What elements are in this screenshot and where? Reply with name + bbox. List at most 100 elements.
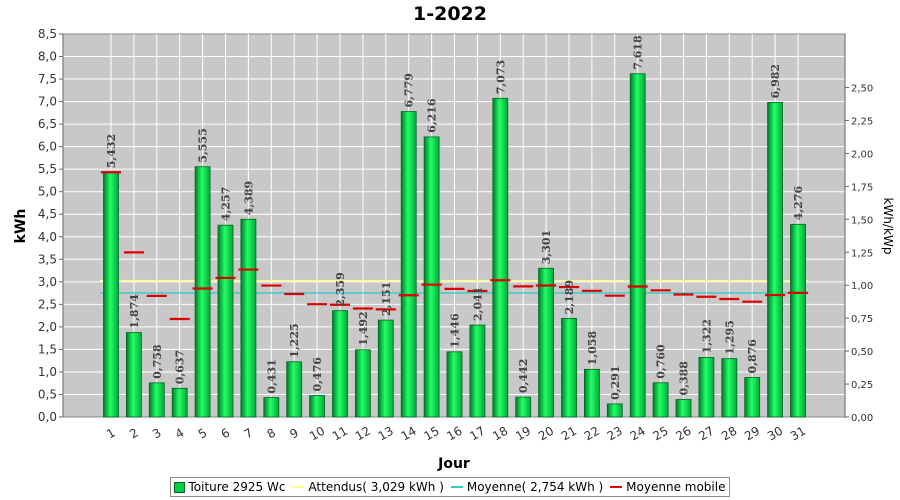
y-axis-left: 0,0 0,5 1,0 1,5 2,0 2,5 3,0 3,5 4,0 4,5 5,0 5,5 6,0 6…	[38, 27, 64, 424]
bar	[148, 382, 165, 418]
bar-value-label: 2,151	[380, 282, 393, 316]
bar-value-label: 0,431	[265, 359, 278, 393]
x-tick-label: 18	[490, 424, 510, 444]
y2-axis-label: kWh/kWp	[881, 198, 895, 255]
legend-label-expected: Attendus( 3,029 kWh )	[308, 480, 444, 494]
bar	[584, 368, 600, 418]
bar	[790, 223, 806, 418]
bar-value-label: 7,618	[632, 35, 645, 70]
bar-value-label: 0,876	[746, 339, 759, 374]
bar-value-label: 1,446	[449, 313, 462, 348]
y-axis-right: 0,00 0,25 0,50 0,75 1,00 1,25 1,50 1,75 2,00 2,25…	[844, 34, 873, 424]
bar	[561, 317, 577, 418]
x-tick-label: 16	[444, 424, 464, 444]
bar	[240, 218, 257, 418]
x-tick-label: 23	[605, 424, 625, 444]
x-tick-label: 29	[742, 424, 762, 444]
bar	[629, 73, 646, 418]
bar-value-label: 6,982	[769, 64, 782, 98]
bar-value-label: 1,058	[586, 331, 599, 366]
x-tick-label: 27	[696, 424, 716, 444]
x-tick-label: 8	[264, 426, 278, 442]
bar-value-labels: 5,432 1,874 0,758 0,637 5,555 4,257 4,389 0,431…	[105, 35, 805, 400]
legend-label-production: Toiture 2925 Wc	[188, 480, 286, 494]
legend-swatch-expected	[292, 486, 305, 488]
x-tick-label: 11	[330, 424, 350, 444]
legend-swatch-moving-average	[610, 486, 623, 488]
x-tick-label: 14	[399, 424, 419, 444]
y2-tick-label: 0,50	[851, 347, 873, 358]
bar-value-label: 2,359	[334, 272, 347, 306]
x-tick-label: 12	[353, 424, 373, 444]
x-tick-label: 6	[219, 426, 233, 442]
bar	[377, 319, 394, 418]
x-tick-label: 7	[242, 426, 256, 442]
bar	[538, 267, 554, 418]
bars	[103, 73, 806, 418]
bar	[400, 111, 417, 418]
x-tick-label: 22	[582, 424, 602, 444]
legend-label-average: Moyenne( 2,754 kWh )	[466, 480, 604, 494]
x-tick-label: 13	[376, 424, 396, 444]
y2-tick-label: 1,75	[851, 182, 873, 193]
x-tick-label: 17	[467, 424, 487, 444]
bar-value-label: 6,779	[403, 73, 416, 107]
bar-value-label: 4,257	[220, 187, 233, 221]
y-tick-label: 0,5	[38, 387, 57, 401]
y-tick-label: 6,0	[38, 140, 57, 154]
y-tick-label: 3,0	[38, 275, 57, 289]
bar	[423, 136, 440, 418]
bar	[744, 377, 761, 418]
y2-tick-label: 2,50	[851, 84, 873, 95]
bar-value-label: 0,760	[655, 344, 668, 379]
bar	[652, 382, 669, 418]
bar	[767, 101, 783, 418]
x-tick-label: 4	[173, 426, 187, 442]
y-tick-label: 3,5	[38, 252, 57, 266]
bar-value-label: 4,276	[792, 186, 805, 221]
y-tick-label: 1,5	[38, 342, 57, 356]
bar-value-label: 0,442	[517, 359, 530, 393]
y2-tick-label: 1,00	[851, 281, 873, 292]
x-tick-label: 5	[196, 426, 210, 442]
x-tick-label: 10	[307, 424, 327, 444]
x-tick-label: 25	[650, 424, 670, 444]
bar-value-label: 5,555	[197, 128, 210, 162]
bar-value-label: 2,041	[471, 287, 484, 321]
y-tick-label: 7,5	[38, 72, 57, 86]
y-axis-label: kWh	[13, 209, 29, 244]
bar-value-label: 0,758	[151, 344, 164, 379]
bar	[126, 332, 142, 418]
y-tick-label: 2,5	[38, 297, 57, 311]
y2-tick-label: 0,25	[851, 380, 873, 391]
bar	[309, 395, 326, 418]
y2-tick-label: 2,25	[851, 116, 873, 127]
bar-value-label: 1,225	[288, 323, 301, 357]
bar-value-label: 1,874	[128, 294, 141, 329]
legend-swatch-production	[174, 481, 186, 493]
bar-value-label: 6,216	[426, 98, 439, 133]
bar	[606, 403, 623, 418]
moving-average-steps	[101, 171, 808, 321]
y-tick-label: 5,0	[38, 185, 57, 199]
legend-item-moving-average: Moyenne mobile	[610, 480, 725, 494]
x-tick-label: 30	[765, 424, 785, 444]
x-tick-label: 19	[513, 424, 533, 444]
x-tick-label: 9	[287, 426, 301, 442]
y-tick-label: 5,5	[38, 162, 57, 176]
y-tick-label: 4,0	[38, 230, 57, 244]
bar-value-label: 5,432	[105, 134, 118, 168]
bar-value-label: 0,388	[678, 361, 691, 396]
bar	[103, 171, 119, 418]
bar-value-label: 3,301	[540, 230, 553, 264]
y-tick-label: 2,0	[38, 320, 57, 334]
x-tick-label: 26	[673, 424, 693, 444]
bar	[469, 324, 486, 418]
bar	[332, 310, 348, 418]
legend: Toiture 2925 Wc Attendus( 3,029 kWh ) Mo…	[170, 477, 730, 497]
y-tick-label: 7,0	[38, 95, 57, 109]
x-tick-label: 28	[719, 424, 739, 444]
bar	[263, 397, 280, 418]
x-tick-label: 24	[628, 424, 648, 444]
bar	[721, 358, 738, 418]
